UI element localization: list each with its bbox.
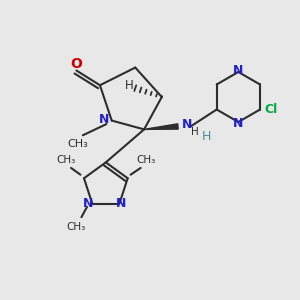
Text: N: N <box>233 64 244 77</box>
Text: H: H <box>191 127 199 137</box>
Text: H: H <box>125 79 134 92</box>
Text: CH₃: CH₃ <box>68 139 88 148</box>
Text: CH₃: CH₃ <box>136 155 156 165</box>
Text: O: O <box>70 57 82 71</box>
Text: CH₃: CH₃ <box>56 155 75 165</box>
Polygon shape <box>144 124 178 129</box>
Text: N: N <box>83 197 93 210</box>
Text: H: H <box>201 130 211 143</box>
Text: N: N <box>116 197 126 210</box>
Text: N: N <box>99 112 110 126</box>
Text: CH₃: CH₃ <box>67 222 86 232</box>
Text: N: N <box>182 118 192 131</box>
Text: Cl: Cl <box>265 103 278 116</box>
Text: N: N <box>233 117 244 130</box>
